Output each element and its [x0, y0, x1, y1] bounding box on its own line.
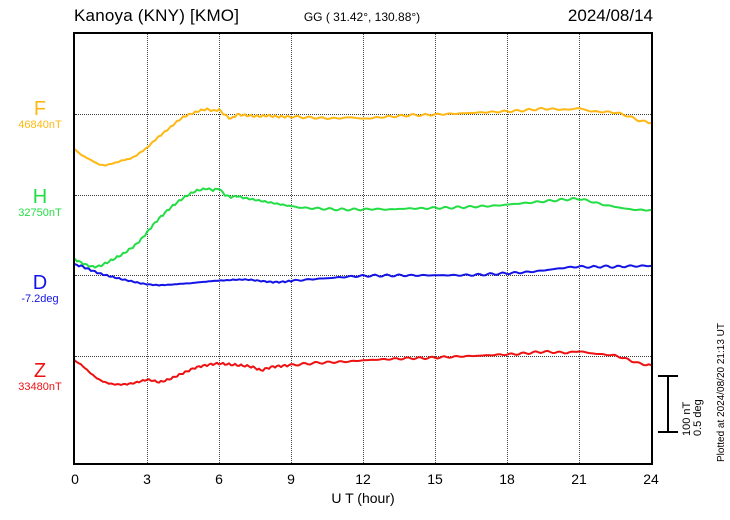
component-symbol-h: H	[32, 186, 48, 208]
component-label-h: H 32750nT	[10, 186, 70, 220]
station-title: Kanoya (KNY) [KMO]	[74, 6, 240, 25]
component-baseline-h: 32750nT	[18, 207, 62, 219]
x-axis-tick-label: 3	[143, 471, 151, 487]
x-axis-tick-label: 21	[571, 471, 587, 487]
x-gridline	[291, 34, 292, 463]
component-label-z: Z 33480nT	[10, 360, 70, 394]
x-gridline	[579, 34, 580, 463]
x-axis-tick-label: 6	[215, 471, 223, 487]
component-label-f: F 46840nT	[10, 98, 70, 132]
plotted-timestamp: Plotted at 2024/08/20 21:13 UT	[716, 323, 727, 462]
coords-text: GG ( 31.42°, 130.88°)	[303, 10, 421, 24]
x-gridline	[219, 34, 220, 463]
x-axis-tick-label: 24	[643, 471, 659, 487]
trace-layer	[75, 106, 651, 386]
component-symbol-z: Z	[33, 360, 47, 382]
component-symbol-f: F	[33, 98, 47, 120]
x-gridline	[435, 34, 436, 463]
trace-z	[75, 349, 651, 386]
component-symbol-d: D	[32, 272, 48, 294]
plot-canvas	[75, 34, 651, 463]
x-axis-title: U T (hour)	[331, 490, 395, 506]
trace-f	[75, 106, 651, 167]
component-baseline-f: 46840nT	[18, 119, 62, 131]
component-baseline-d: -7.2deg	[21, 293, 59, 305]
x-gridline	[147, 34, 148, 463]
component-label-d: D -7.2deg	[10, 272, 70, 306]
trace-h	[75, 187, 651, 269]
scale-bar	[658, 375, 678, 433]
x-gridline	[363, 34, 364, 463]
x-axis-tick-label: 0	[71, 471, 79, 487]
x-axis-tick-label: 9	[287, 471, 295, 487]
geographic-coordinates: GG ( 31.42°, 130.88°)	[304, 10, 420, 24]
trace-d	[75, 263, 651, 287]
component-baseline-z: 33480nT	[18, 381, 62, 393]
x-gridline	[507, 34, 508, 463]
x-axis-tick-label: 15	[427, 471, 443, 487]
scale-bar-deg-label: 0.5 deg	[692, 399, 704, 436]
x-axis-tick-label: 18	[499, 471, 515, 487]
x-axis-tick-label: 12	[355, 471, 371, 487]
observation-date: 2024/08/14	[567, 6, 653, 25]
plot-frame	[73, 32, 653, 465]
